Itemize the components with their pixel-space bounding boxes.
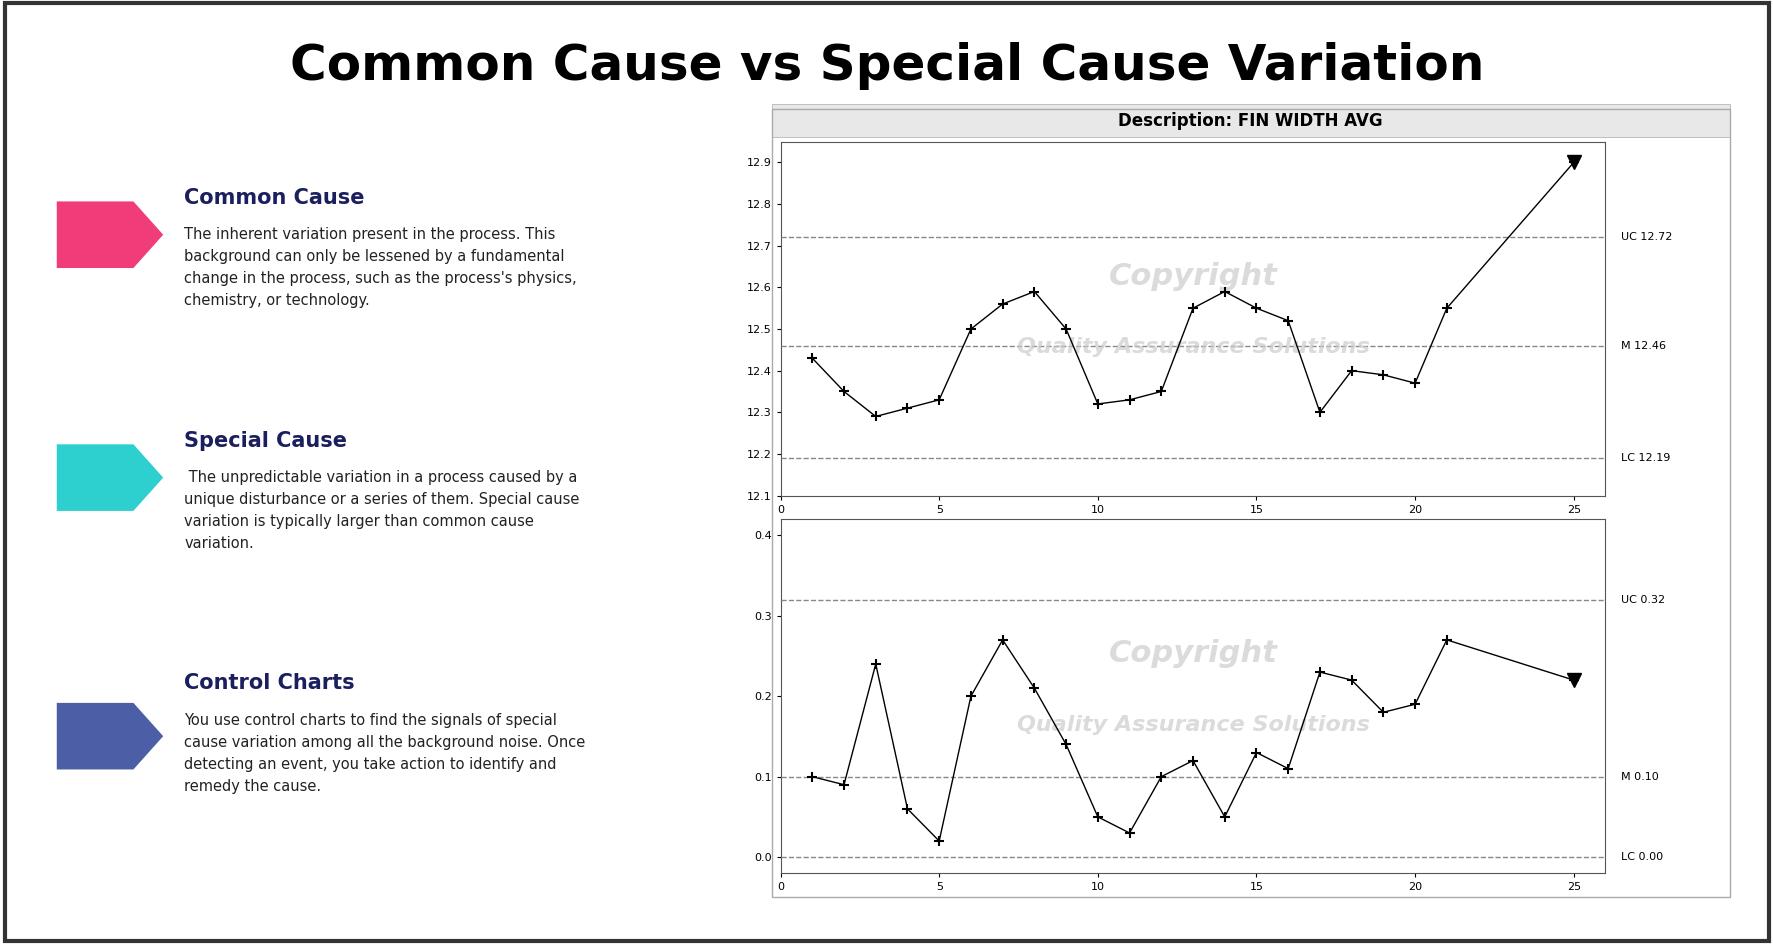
Text: Copyright: Copyright xyxy=(1108,639,1277,668)
Text: LC 0.00: LC 0.00 xyxy=(1621,852,1663,862)
Text: The unpredictable variation in a process caused by a
unique disturbance or a ser: The unpredictable variation in a process… xyxy=(184,470,580,551)
Polygon shape xyxy=(57,703,163,769)
Text: Common Cause vs Special Cause Variation: Common Cause vs Special Cause Variation xyxy=(289,42,1484,91)
Text: Copyright: Copyright xyxy=(1108,261,1277,291)
Text: Quality Assurance Solutions: Quality Assurance Solutions xyxy=(1016,715,1369,734)
Text: M 0.10: M 0.10 xyxy=(1621,771,1658,782)
Text: M 12.46: M 12.46 xyxy=(1621,341,1665,350)
Text: You use control charts to find the signals of special
cause variation among all : You use control charts to find the signa… xyxy=(184,713,585,794)
Text: UC 12.72: UC 12.72 xyxy=(1621,232,1672,243)
Text: Quality Assurance Solutions: Quality Assurance Solutions xyxy=(1016,337,1369,357)
Text: Description: FIN WIDTH AVG: Description: FIN WIDTH AVG xyxy=(1117,111,1383,130)
Text: Special Cause: Special Cause xyxy=(184,430,348,450)
Text: The inherent variation present in the process. This
background can only be lesse: The inherent variation present in the pr… xyxy=(184,227,576,309)
Polygon shape xyxy=(57,445,163,511)
Polygon shape xyxy=(57,201,163,268)
Text: Control Charts: Control Charts xyxy=(184,673,355,694)
Text: LC 12.19: LC 12.19 xyxy=(1621,453,1670,464)
Text: UC 0.32: UC 0.32 xyxy=(1621,595,1665,605)
Text: Common Cause: Common Cause xyxy=(184,188,365,208)
